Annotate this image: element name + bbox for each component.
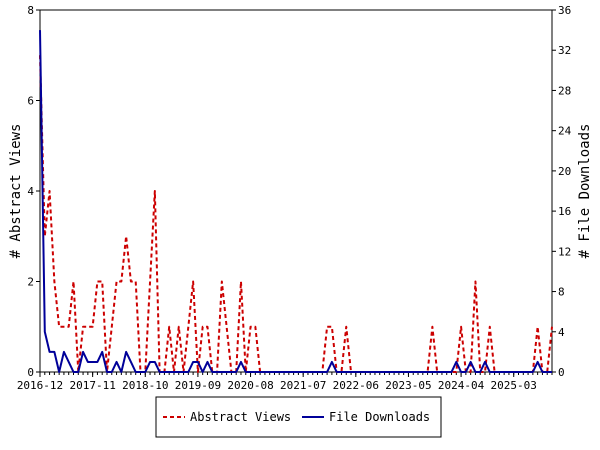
x-tick-label: 2021-07	[280, 379, 326, 392]
y-axis-right-title: # File Downloads	[577, 124, 593, 259]
y-left-tick-label: 6	[27, 95, 34, 108]
series-layer	[39, 30, 553, 373]
y-right-tick-label: 32	[558, 44, 571, 57]
legend-box	[155, 396, 442, 438]
x-tick-label: 2017-11	[69, 379, 115, 392]
y-right-tick-label: 8	[558, 286, 565, 299]
y-left-tick-label: 0	[27, 366, 34, 379]
y-axis-right: 0 4 8 12 16 20 24 28 32 36	[552, 4, 572, 379]
legend-label-file-downloads: File Downloads	[329, 410, 430, 424]
y-left-tick-label: 4	[27, 185, 34, 198]
y-right-tick-label: 24	[558, 125, 572, 138]
y-right-tick-label: 28	[558, 84, 571, 97]
y-right-tick-label: 0	[558, 366, 565, 379]
y-right-tick-label: 20	[558, 165, 571, 178]
y-left-tick-label: 2	[27, 276, 34, 289]
y-left-tick-label: 8	[27, 4, 34, 17]
x-tick-label: 2019-09	[175, 379, 221, 392]
plot-frame	[39, 9, 553, 373]
x-tick-label: 2020-08	[227, 379, 273, 392]
x-tick-label: 2025-03	[491, 379, 537, 392]
x-tick-label: 2024-04	[438, 379, 485, 392]
y-right-tick-label: 12	[558, 245, 571, 258]
y-axis-left: 0 2 4 6 8	[27, 4, 40, 379]
y-axis-left-title: # Abstract Views	[8, 124, 24, 259]
series-line-file-downloads	[39, 30, 552, 373]
x-axis: 2016-12 2017-11 2018-10 2019-09 2020-08 2021-…	[17, 372, 553, 392]
x-tick-label: 2023-05	[385, 379, 431, 392]
x-tick-label: 2016-12	[17, 379, 63, 392]
legend: Abstract Views File Downloads	[155, 396, 442, 438]
series-line-abstract-views	[39, 55, 553, 373]
x-tick-label: 2022-06	[333, 379, 379, 392]
y-right-tick-label: 4	[558, 326, 565, 339]
y-right-tick-label: 16	[558, 205, 571, 218]
x-tick-label: 2018-10	[122, 379, 168, 392]
legend-label-abstract-views: Abstract Views	[190, 410, 291, 424]
y-right-tick-label: 36	[558, 4, 571, 17]
